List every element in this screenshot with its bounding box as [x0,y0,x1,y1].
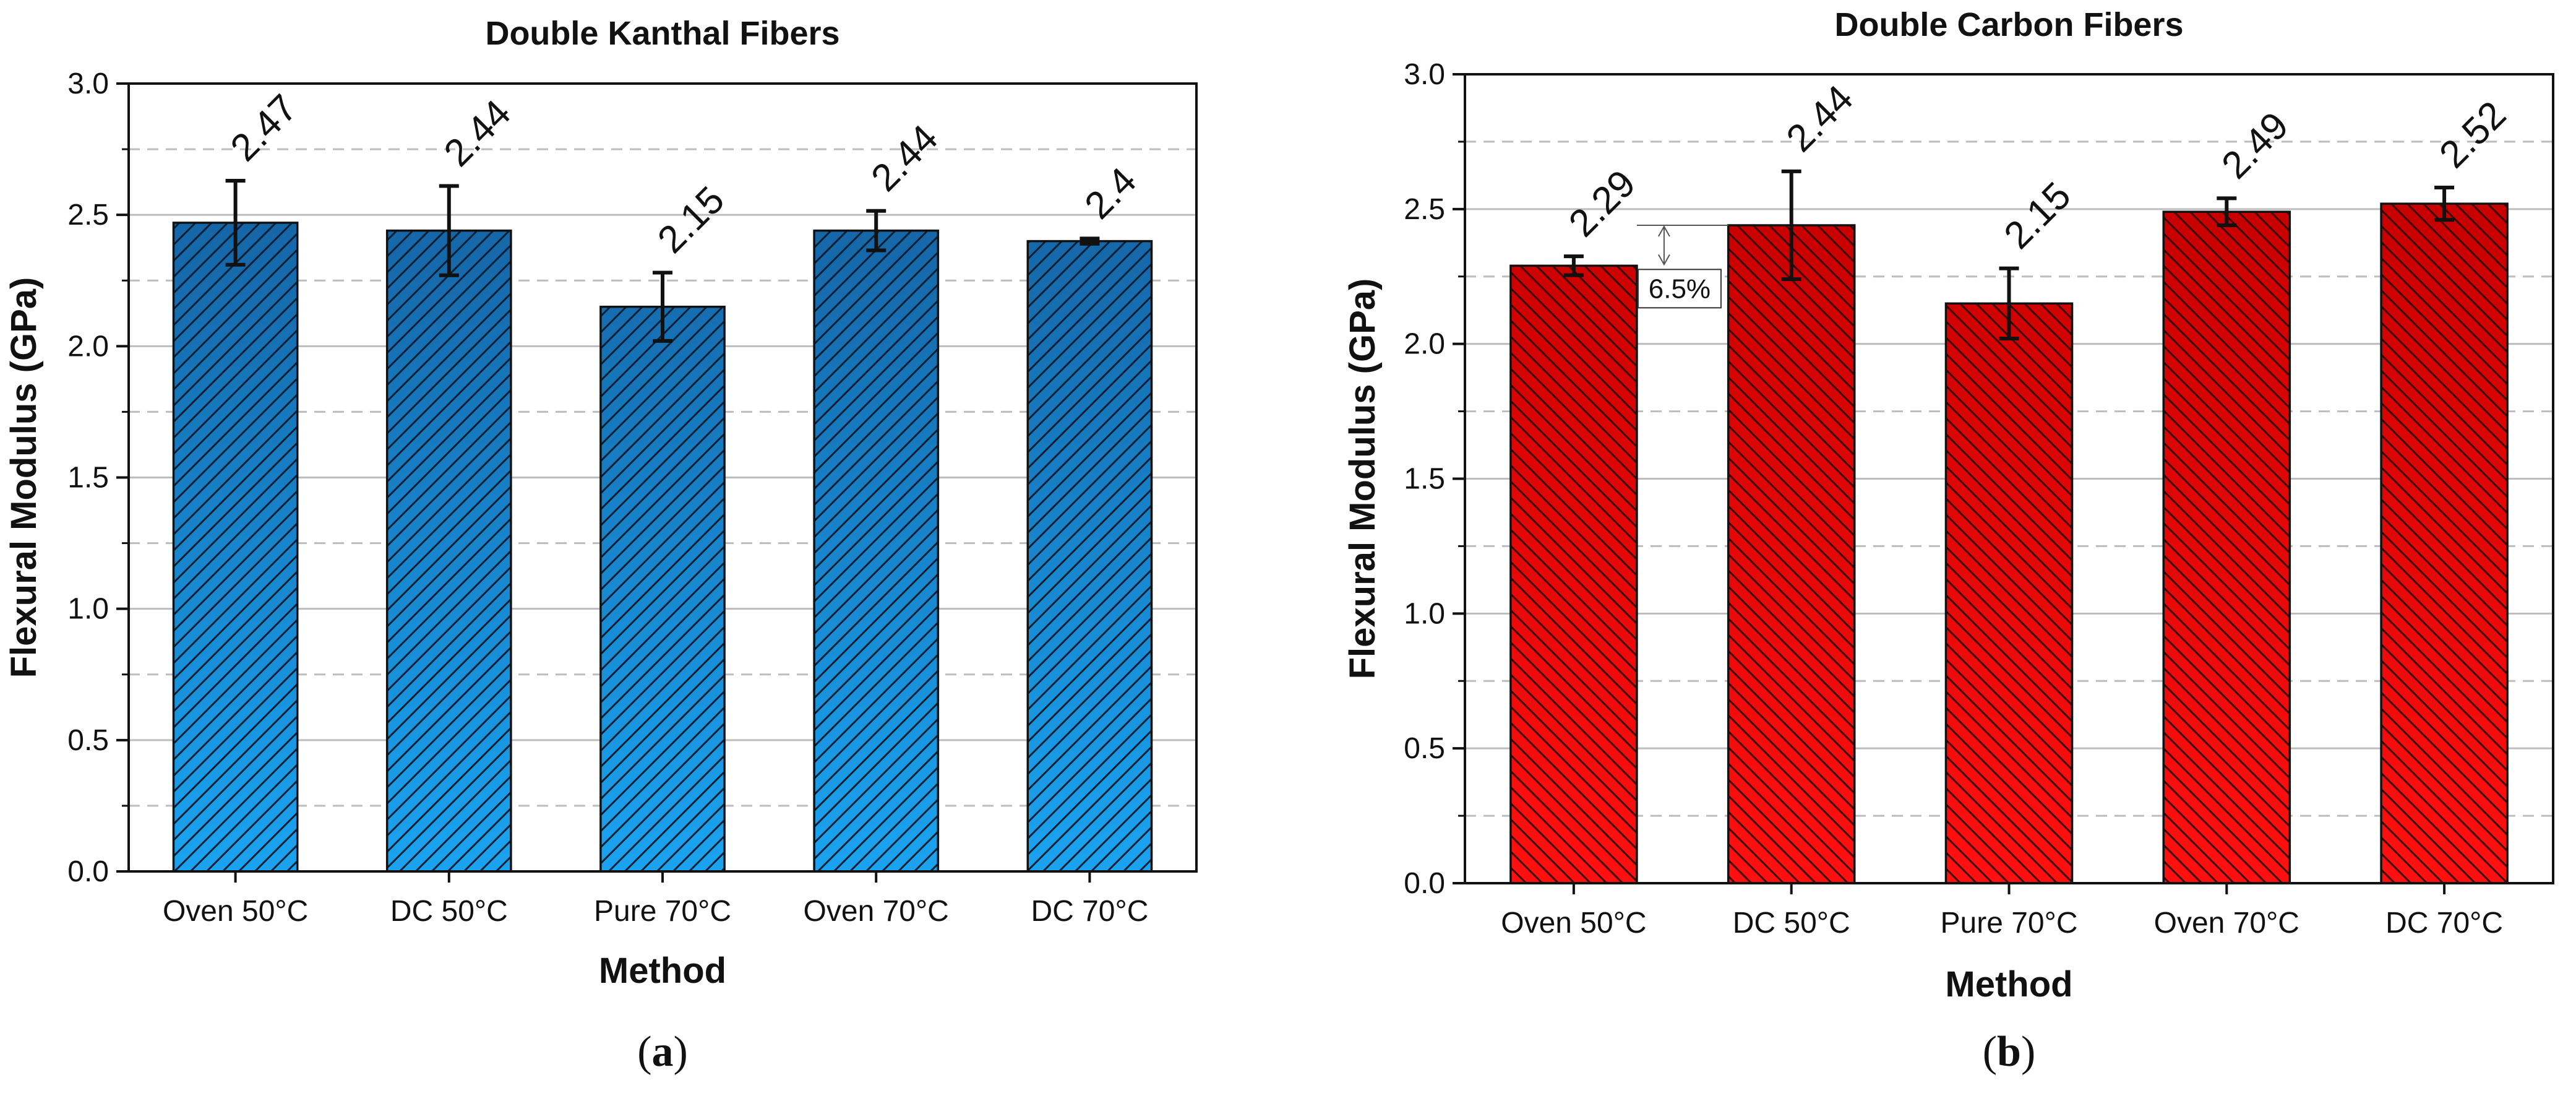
x-tick-label: DC 70°C [1031,895,1148,928]
y-tick-label: 3.0 [1404,58,1445,91]
data-label: 2.44 [436,92,519,175]
x-tick-label: Oven 70°C [804,895,949,928]
annotation-arrowhead-down [1658,254,1670,266]
data-label: 2.4 [1077,160,1145,228]
bar-hatch [2380,202,2509,884]
chart-double-kanthal: 2.47 2.44 2.15 2.44 2.4 0.0 0.5 1.0 1.5 2.0 2.5 3.0… [4,15,1198,1076]
x-tick-label: Oven 50°C [1501,907,1646,940]
y-tick-label: 2.5 [1404,193,1445,226]
x-axis-title: Method [599,951,726,991]
bar-hatch [599,305,726,873]
data-label: 2.52 [2431,93,2514,176]
bar-hatch [1727,224,1856,884]
panel-label-close: ) [674,1028,688,1076]
y-tick-label: 2.0 [67,330,109,363]
bar-hatch [1026,240,1153,873]
data-label: 2.44 [863,117,946,200]
y-tick-label: 1.0 [67,593,109,626]
error-bars [1563,169,2455,340]
x-tick-label: Pure 70°C [1941,907,2078,940]
bars [172,222,1153,873]
panel-label-letter: a [652,1028,674,1076]
x-tick-label: DC 50°C [1733,907,1850,940]
y-tick-label: 1.5 [1404,463,1445,496]
y-tick-label: 3.0 [67,67,109,100]
axes: 0.0 0.5 1.0 1.5 2.0 2.5 3.0 Oven 50°C DC 50°C Pur… [1404,58,2554,940]
x-tick-label: DC 70°C [2385,907,2503,940]
data-label: 2.29 [1561,162,1644,245]
x-tick-label: DC 50°C [390,895,508,928]
bar-hatch [813,229,940,873]
axes: 0.0 0.5 1.0 1.5 2.0 2.5 3.0 Oven 50°C DC 50°C Pur… [67,67,1198,928]
x-tick-label: Pure 70°C [594,895,731,928]
x-tick-label: Oven 70°C [2154,907,2299,940]
y-tick-label: 0.0 [1404,867,1445,900]
annotation-arrowhead-up [1658,225,1670,237]
data-label: 2.15 [650,178,732,261]
bar-hatch [385,229,512,873]
y-axis-title: Flexural Modulus (GPa) [1342,279,1383,680]
y-tick-label: 0.5 [1404,732,1445,765]
y-tick-label: 1.5 [67,462,109,495]
data-label: 2.47 [223,87,306,170]
annotation-box [1637,269,1722,309]
y-tick-label: 0.0 [67,855,109,888]
bar-hatch [1944,302,2074,884]
chart-title: Double Carbon Fibers [1834,6,2183,43]
y-axis-title: Flexural Modulus (GPa) [4,277,44,678]
panel-label-letter: b [1997,1028,2021,1076]
data-label: 2.49 [2213,104,2296,187]
panel-label-close: ) [2021,1028,2035,1076]
data-label: 2.44 [1779,77,1861,160]
y-tick-label: 1.0 [1404,597,1445,630]
x-tick-label: Oven 50°C [163,895,308,928]
y-tick-label: 2.0 [1404,328,1445,361]
error-bars [225,179,1100,343]
bar-hatch [2162,210,2291,884]
y-tick-label: 2.5 [67,199,109,231]
chart-double-carbon: 2.29 2.44 2.15 2.49 2.52 6.5% 0.0 0.5 1.0 1.5 2.0 2… [1342,6,2554,1076]
bar-hatch [1509,264,1638,884]
panel-label: (a) [637,1028,688,1076]
x-axis-title: Method [1945,964,2072,1004]
data-label: 2.15 [1996,174,2079,257]
panel-label: (b) [1983,1028,2036,1076]
annotation-text: 6.5% [1649,274,1711,304]
panel-label-open: ( [1983,1028,1997,1076]
panel-label-open: ( [637,1028,651,1076]
annotation: 6.5% [1636,224,1728,309]
chart-title: Double Kanthal Fibers [485,15,839,52]
bar-hatch [172,222,299,873]
y-tick-label: 0.5 [67,724,109,757]
bars [1509,202,2509,884]
